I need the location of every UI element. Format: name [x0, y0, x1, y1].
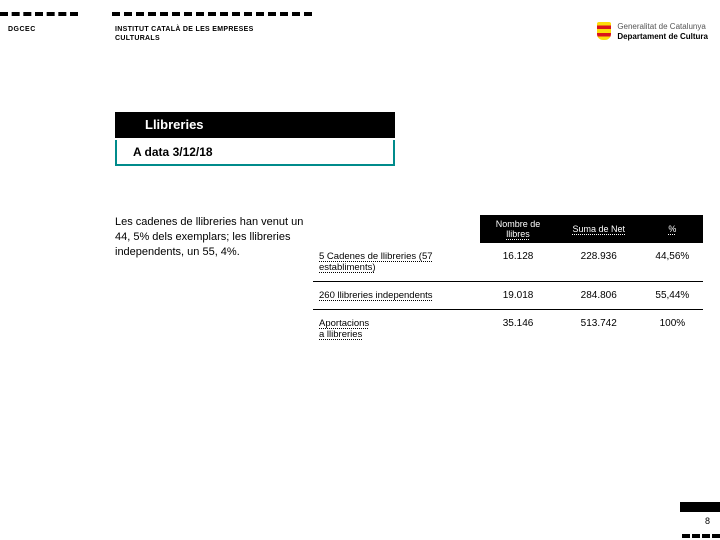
title-bar: Llibreries	[115, 112, 395, 138]
row1-pct: 55,44%	[642, 282, 703, 310]
row2-net: 513.742	[556, 310, 642, 349]
table-row: 5 Cadenes de llibreries (57 establiments…	[313, 243, 703, 281]
table-header-net: Suma de Net	[556, 215, 642, 243]
page-number: 8	[705, 516, 710, 526]
row1-label-l1: 260 llibreries independents	[319, 290, 433, 301]
subtitle-bar: A data 3/12/18	[115, 140, 395, 166]
intro-text: Les cadenes de llibreries han venut un 4…	[115, 215, 305, 348]
header-institute: INSTITUT CATALÀ DE LES EMPRESES CULTURAL…	[115, 26, 254, 44]
header-mid-line1: INSTITUT CATALÀ DE LES EMPRESES	[115, 26, 254, 35]
gov-line2: Departament de Cultura	[617, 32, 708, 42]
row2-nombre: 35.146	[480, 310, 555, 349]
table-row: 260 llibreries independents 19.018 284.8…	[313, 282, 703, 310]
row1-nombre: 19.018	[480, 282, 555, 310]
table-header-pct: %	[642, 215, 703, 243]
data-table: Nombre de llibres Suma de Net % 5 Cadene…	[313, 215, 703, 348]
table-row: Aportacions a llibreries 35.146 513.742 …	[313, 310, 703, 349]
footer-mark	[680, 502, 720, 512]
header-left-code: DGCEC	[8, 26, 36, 33]
top-border-right	[112, 12, 312, 16]
row0-label-l1: 5 Cadenes de llibreries (57	[319, 251, 433, 262]
gov-line1: Generalitat de Catalunya	[617, 22, 708, 32]
table-header-blank	[313, 215, 480, 243]
table-header-nombre: Nombre de llibres	[480, 215, 555, 243]
th-col3: %	[668, 224, 676, 234]
top-border-left	[0, 12, 78, 16]
header-gov: Generalitat de Catalunya Departament de …	[597, 22, 708, 41]
row0-nombre: 16.128	[480, 243, 555, 281]
catalonia-shield-icon	[597, 22, 611, 40]
row0-pct: 44,56%	[642, 243, 703, 281]
row0-label-l2: establiments)	[319, 262, 376, 273]
row1-net: 284.806	[556, 282, 642, 310]
row0-net: 228.936	[556, 243, 642, 281]
th-col1-l2: llibres	[506, 229, 530, 239]
row2-label-l2: a llibreries	[319, 329, 362, 340]
th-col2: Suma de Net	[572, 224, 625, 234]
table-header-row: Nombre de llibres Suma de Net %	[313, 215, 703, 243]
row2-label-l1: Aportacions	[319, 318, 369, 329]
header-mid-line2: CULTURALS	[115, 35, 254, 44]
content-area: Les cadenes de llibreries han venut un 4…	[115, 215, 705, 348]
bottom-dash	[682, 534, 720, 538]
th-col1-l1: Nombre de	[496, 219, 541, 229]
row2-pct: 100%	[642, 310, 703, 349]
